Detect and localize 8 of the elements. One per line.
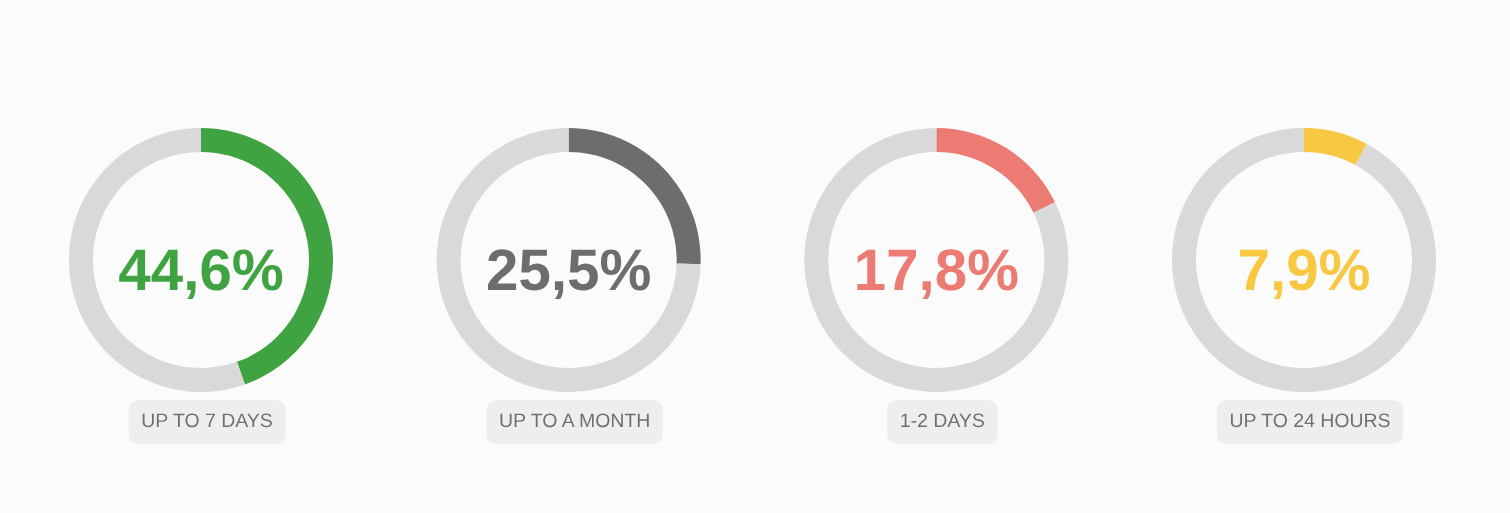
- text: UP TO 24 HOURS: [1230, 413, 1390, 428]
- text: 7,9%: [1240, 249, 1369, 300]
- text: UP TO 7 DAYS: [142, 413, 272, 428]
- text: 44,6%: [119, 249, 283, 300]
- text: 17,8%: [857, 249, 1018, 300]
- text: UP TO A MONTH: [500, 413, 649, 428]
- text: 1-2 DAYS: [901, 413, 984, 428]
- text: 25,5%: [487, 249, 650, 300]
